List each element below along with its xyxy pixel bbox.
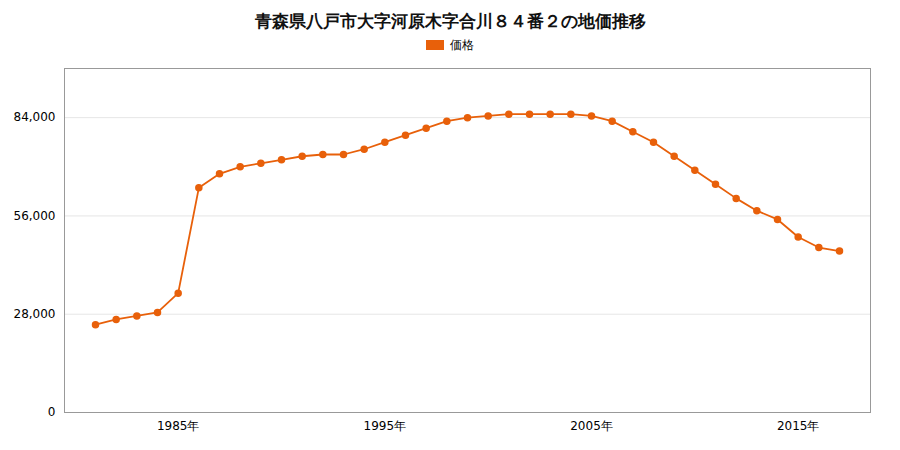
html-text:価格: 価格 [450, 37, 474, 52]
svg-text:1995年: 1995年 [364, 419, 407, 433]
svg-text:84,000: 84,000 [14, 110, 56, 124]
svg-text:28,000: 28,000 [14, 307, 56, 321]
html-text:青森県八戸市大字河原木字合川８４番２の地価推移: 青森県八戸市大字河原木字合川８４番２の地価推移 [254, 11, 646, 31]
svg-text:1985年: 1985年 [157, 419, 200, 433]
svg-text:0: 0 [48, 405, 56, 419]
svg-text:56,000: 56,000 [14, 209, 56, 223]
svg-text:2005年: 2005年 [570, 419, 613, 433]
svg-text:2015年: 2015年 [777, 419, 820, 433]
